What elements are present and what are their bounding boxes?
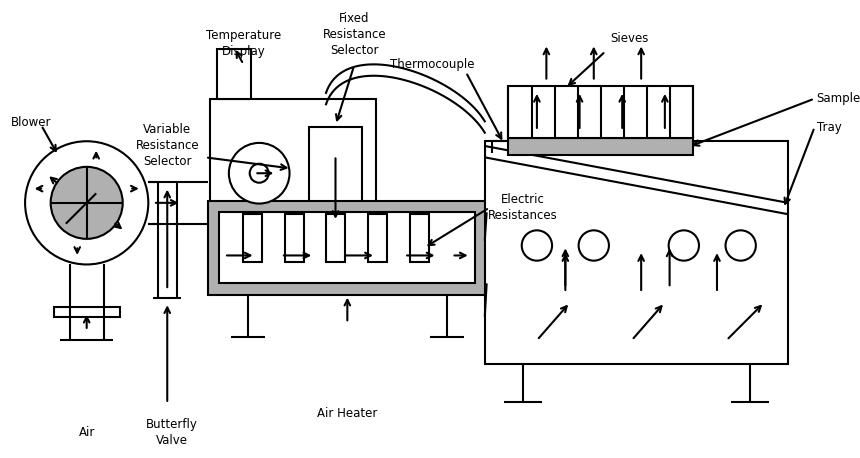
Circle shape: [579, 230, 609, 261]
Bar: [53, 307, 120, 316]
Text: Air Heater: Air Heater: [317, 407, 378, 420]
Bar: [285, 214, 304, 262]
Bar: [508, 138, 693, 155]
Bar: [485, 141, 788, 364]
Circle shape: [249, 164, 268, 183]
Bar: [243, 214, 262, 262]
Bar: [410, 214, 429, 262]
Text: Air: Air: [78, 426, 95, 439]
Text: Temperature
Display: Temperature Display: [206, 29, 281, 58]
Circle shape: [669, 230, 699, 261]
Text: Fixed
Resistance
Selector: Fixed Resistance Selector: [322, 11, 386, 57]
Bar: [368, 214, 387, 262]
Circle shape: [726, 230, 756, 261]
Bar: [208, 201, 487, 295]
Circle shape: [229, 143, 290, 203]
Text: Tray: Tray: [816, 120, 841, 134]
Text: Variable
Resistance
Selector: Variable Resistance Selector: [135, 124, 199, 169]
Text: Thermocouple: Thermocouple: [390, 58, 475, 71]
Bar: [310, 127, 361, 241]
Text: Blower: Blower: [11, 116, 52, 129]
Text: Electric
Resistances: Electric Resistances: [488, 193, 557, 222]
Bar: [210, 98, 376, 264]
Text: Sample: Sample: [816, 92, 860, 105]
Circle shape: [25, 141, 148, 264]
Bar: [219, 213, 476, 284]
Bar: [218, 49, 250, 98]
Bar: [508, 86, 693, 138]
Text: Butterfly
Valve: Butterfly Valve: [146, 418, 198, 447]
Circle shape: [522, 230, 552, 261]
Bar: [327, 214, 346, 262]
Circle shape: [51, 167, 123, 239]
Text: Sieves: Sieves: [610, 33, 648, 45]
